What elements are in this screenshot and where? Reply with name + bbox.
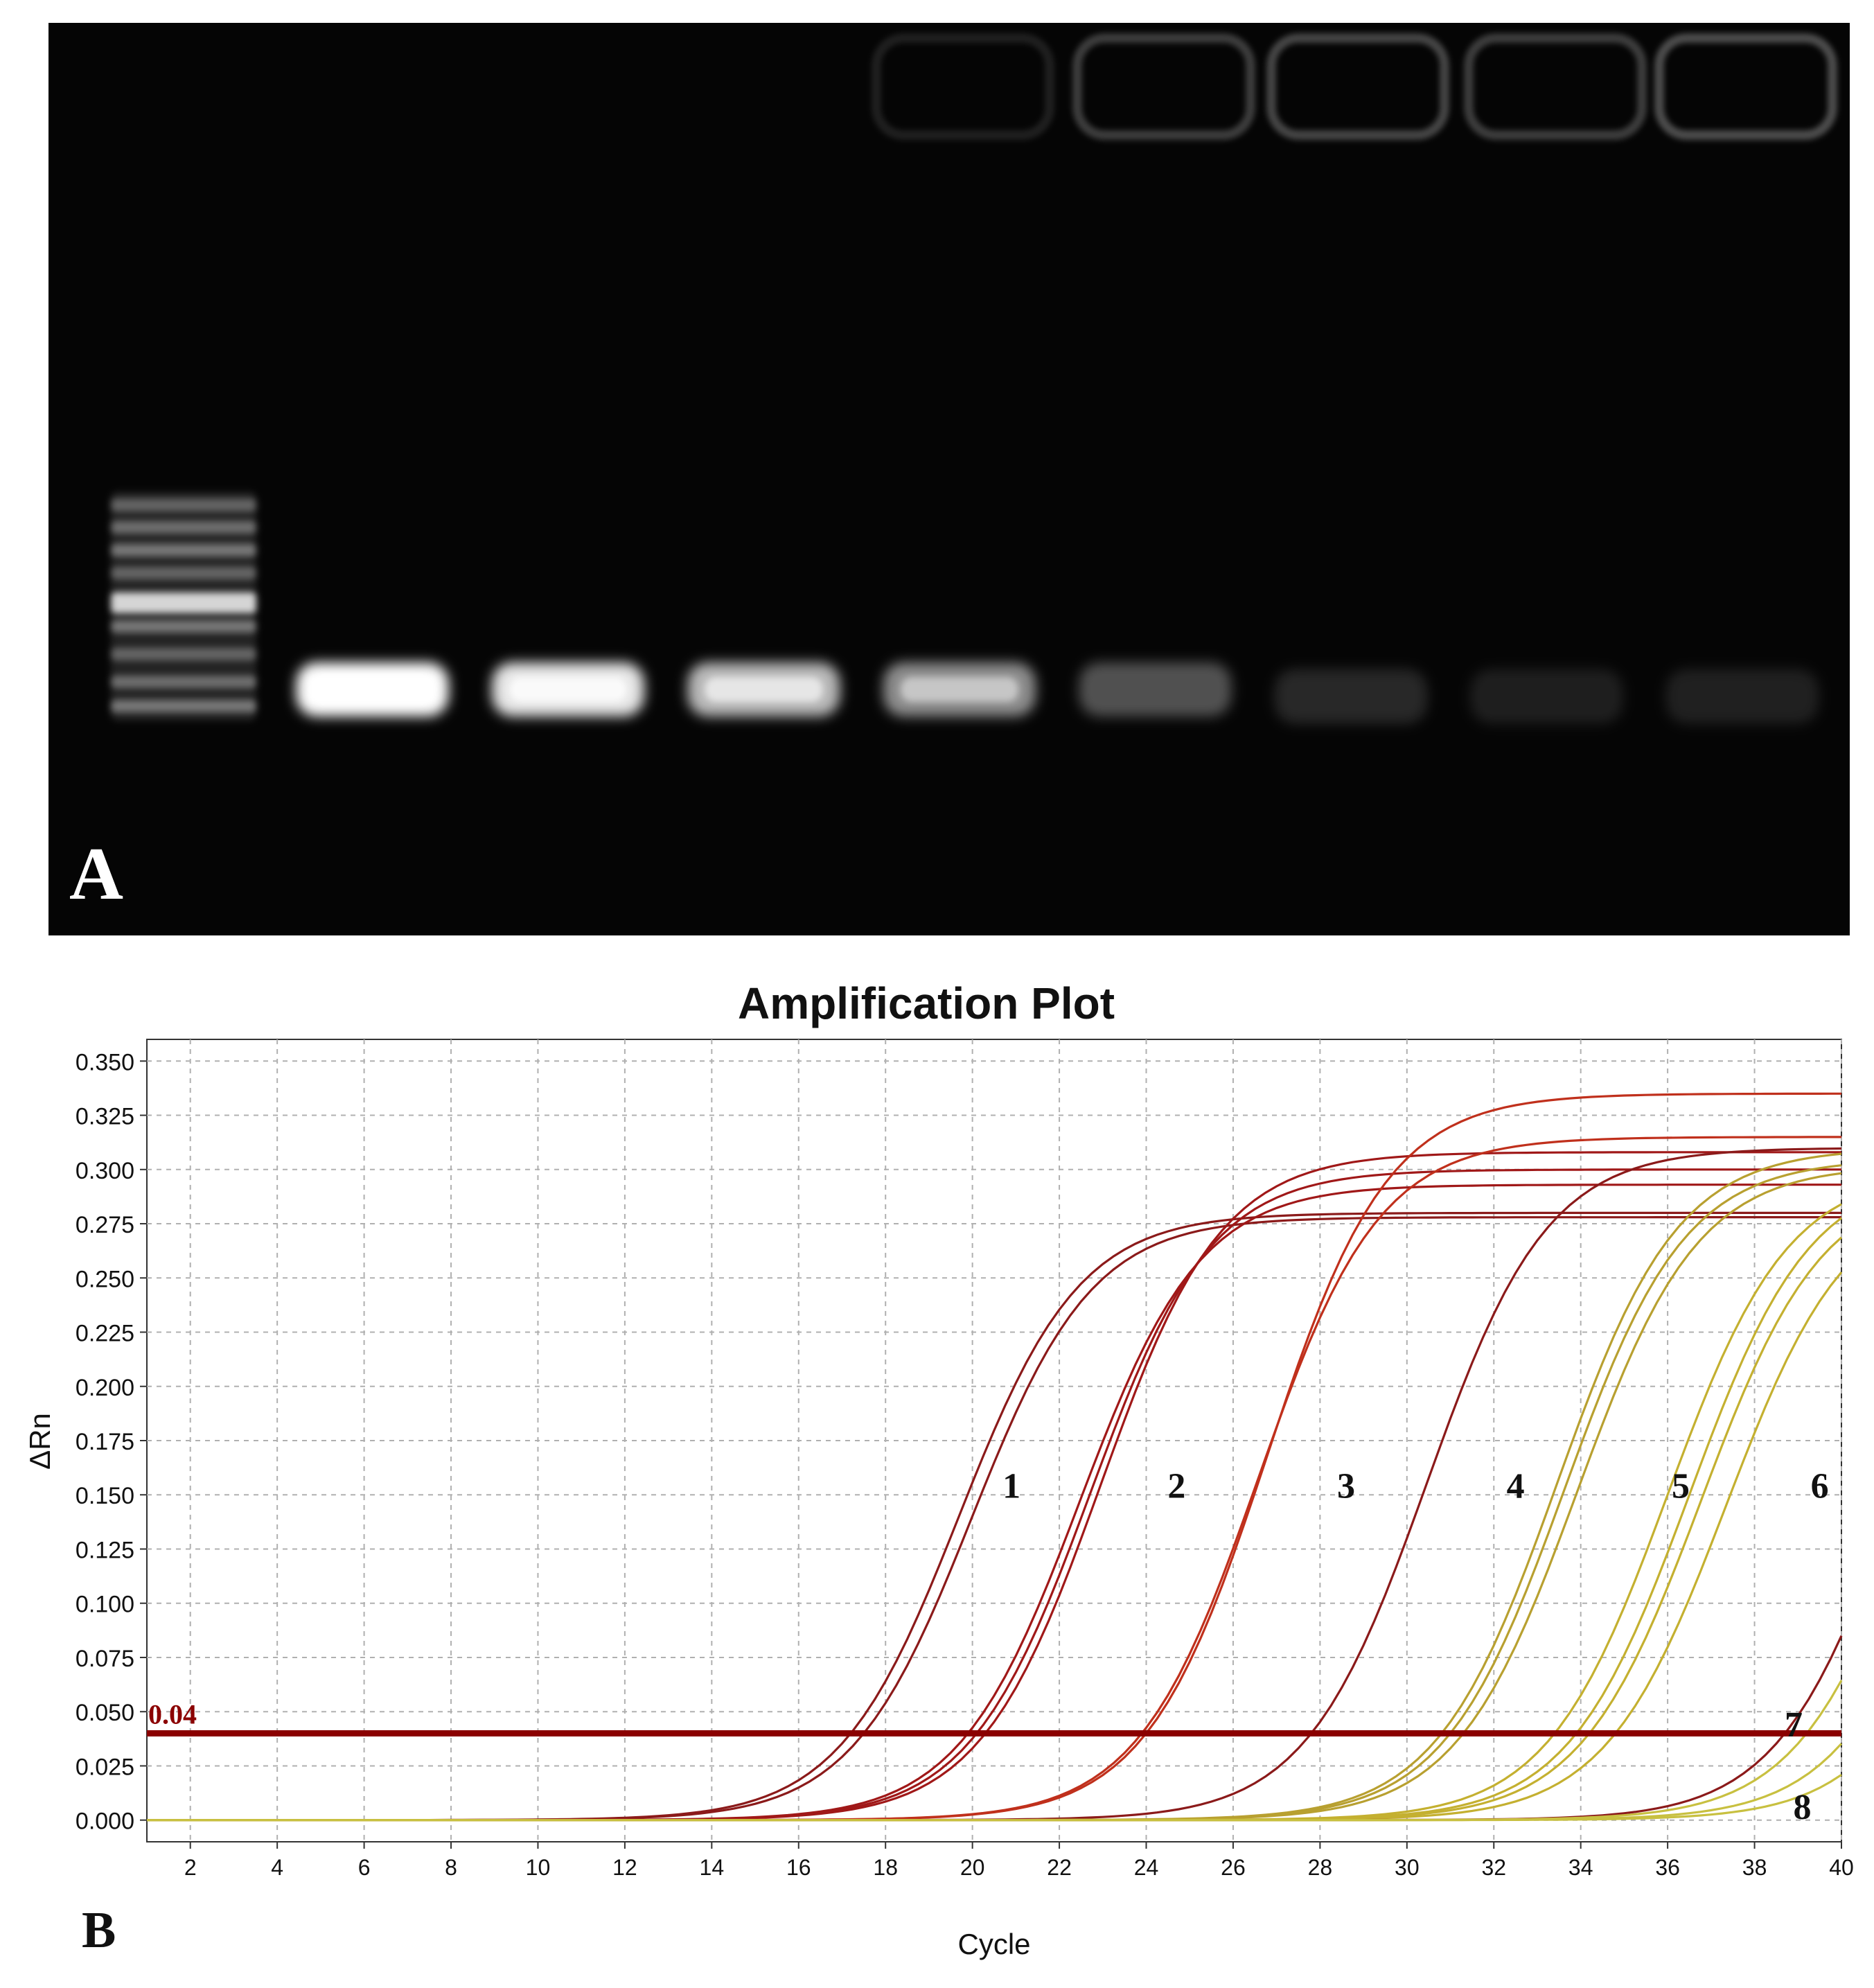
gel-well xyxy=(1654,33,1837,140)
y-tick-label: 0.025 xyxy=(76,1754,134,1780)
curve-group-label: 7 xyxy=(1785,1705,1803,1745)
curve-group-label: 4 xyxy=(1507,1467,1525,1506)
y-tick-label: 0.275 xyxy=(76,1212,134,1238)
y-tick-label: 0.125 xyxy=(76,1537,134,1563)
curve-group-label: 8 xyxy=(1794,1788,1812,1827)
x-tick-label: 20 xyxy=(960,1855,985,1880)
x-tick-label: 36 xyxy=(1655,1855,1680,1880)
dna-band xyxy=(1666,669,1819,723)
dna-band xyxy=(1275,669,1427,723)
sample-lane xyxy=(883,662,1036,716)
gel-well xyxy=(1072,33,1255,140)
panel-b-label: B xyxy=(82,1902,116,1959)
sample-lane xyxy=(1275,669,1427,723)
amplification-plot-panel: Amplification Plot 0.0000.0250.0500.0750… xyxy=(24,978,1854,1960)
x-tick-label: 28 xyxy=(1308,1855,1333,1880)
y-tick-label: 0.250 xyxy=(76,1266,134,1292)
x-tick-label: 38 xyxy=(1742,1855,1767,1880)
curve-group xyxy=(147,1680,1843,1822)
gel-well xyxy=(872,33,1054,140)
sample-lane xyxy=(1470,669,1623,723)
y-tick-label: 0.100 xyxy=(76,1592,134,1618)
sample-lane xyxy=(687,662,840,716)
x-tick-label: 14 xyxy=(700,1855,725,1880)
x-tick-label: 16 xyxy=(786,1855,811,1880)
curve-group-label: 1 xyxy=(1002,1467,1020,1506)
y-tick-label: 0.325 xyxy=(76,1104,134,1130)
y-tick-label: 0.350 xyxy=(76,1049,134,1075)
panel-a-label: A xyxy=(69,833,123,915)
threshold-label: 0.04 xyxy=(148,1699,197,1730)
x-axis-ticks: 2 4 6 8 10 12 14 16 18 20 22 24 26 28 30 32 34 36 38 40 xyxy=(184,1842,1854,1880)
dna-band-core xyxy=(509,677,627,702)
x-tick-label: 40 xyxy=(1829,1855,1854,1880)
gel-panel: A xyxy=(48,23,1850,935)
gel-wells xyxy=(872,33,1837,140)
dna-band xyxy=(1470,669,1623,723)
y-tick-label: 0.225 xyxy=(76,1321,134,1347)
x-tick-label: 4 xyxy=(271,1855,283,1880)
x-tick-label: 30 xyxy=(1395,1855,1420,1880)
y-axis-label: ΔRn xyxy=(24,1413,56,1470)
x-tick-label: 6 xyxy=(358,1855,371,1880)
plot-grid xyxy=(147,1039,1842,1842)
y-tick-label: 0.075 xyxy=(76,1646,134,1672)
chart-title: Amplification Plot xyxy=(738,978,1115,1028)
gel-lanes xyxy=(111,492,1819,723)
dna-band xyxy=(1079,662,1232,716)
gel-well xyxy=(1266,33,1449,140)
curve-group-label: 6 xyxy=(1811,1467,1829,1506)
x-tick-label: 22 xyxy=(1047,1855,1072,1880)
sample-lane xyxy=(1666,669,1819,723)
x-tick-label: 2 xyxy=(184,1855,197,1880)
gel-well xyxy=(1464,33,1647,140)
sample-lane xyxy=(492,662,644,716)
x-tick-label: 34 xyxy=(1568,1855,1593,1880)
y-tick-label: 0.175 xyxy=(76,1429,134,1455)
x-tick-label: 12 xyxy=(612,1855,637,1880)
ladder-smear xyxy=(111,492,256,721)
x-tick-label: 8 xyxy=(445,1855,457,1880)
y-tick-label: 0.200 xyxy=(76,1375,134,1401)
y-tick-label: 0.050 xyxy=(76,1700,134,1726)
y-tick-label: 0.000 xyxy=(76,1809,134,1835)
gel-background xyxy=(48,23,1850,935)
x-tick-label: 26 xyxy=(1221,1855,1246,1880)
amplification-curves xyxy=(147,1092,1843,1822)
x-tick-label: 18 xyxy=(873,1855,898,1880)
dna-band-core xyxy=(313,677,432,702)
x-axis-label: Cycle xyxy=(957,1928,1030,1960)
amplification-curve xyxy=(147,1773,1842,1822)
y-tick-label: 0.150 xyxy=(76,1483,134,1509)
x-tick-label: 24 xyxy=(1134,1855,1159,1880)
sample-lane xyxy=(296,662,449,716)
dna-band-core xyxy=(901,677,1018,702)
curve-group-label: 3 xyxy=(1337,1467,1355,1506)
sample-lane xyxy=(1079,662,1232,716)
curve-group-labels: 1 2 3 4 5 6 7 8 xyxy=(1002,1467,1829,1827)
ladder-lane xyxy=(111,492,256,721)
y-axis-ticks: 0.000 0.025 0.050 0.075 0.100 0.125 0.150 0.175… xyxy=(76,1049,147,1835)
curve-group-label: 2 xyxy=(1167,1467,1185,1506)
curve-group-label: 5 xyxy=(1672,1467,1690,1506)
x-tick-label: 32 xyxy=(1481,1855,1506,1880)
dna-band-core xyxy=(705,677,823,702)
y-tick-label: 0.300 xyxy=(76,1158,134,1184)
x-tick-label: 10 xyxy=(526,1855,551,1880)
